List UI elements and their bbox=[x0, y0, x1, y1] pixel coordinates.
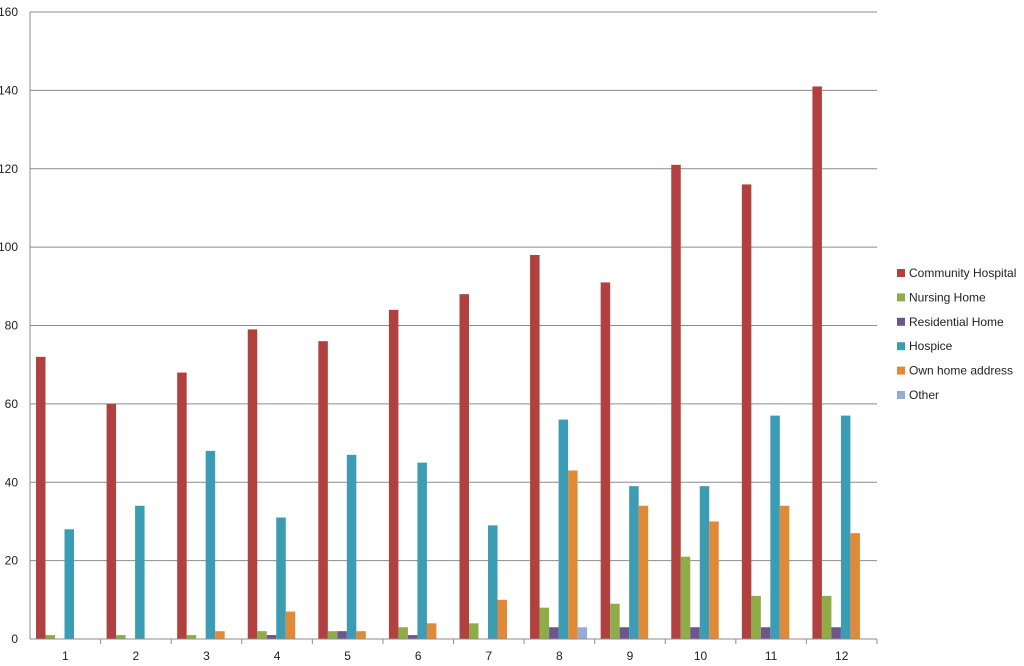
y-tick-label: 0 bbox=[11, 632, 18, 646]
bar-own-home-address bbox=[215, 631, 225, 639]
bar-nursing-home bbox=[398, 627, 408, 639]
x-tick-label: 11 bbox=[765, 649, 778, 663]
bar-nursing-home bbox=[469, 623, 479, 639]
bar-nursing-home bbox=[327, 631, 338, 639]
bar-hospice bbox=[488, 525, 498, 639]
legend-swatch bbox=[897, 293, 905, 302]
bar-nursing-home bbox=[257, 631, 267, 639]
axes bbox=[29, 12, 878, 644]
bar-community-hospital bbox=[741, 184, 752, 640]
legend-label: Residential Home bbox=[909, 315, 1004, 329]
bar-own-home-address bbox=[638, 505, 649, 639]
y-tick-label: 20 bbox=[5, 554, 19, 568]
bar-residential-home bbox=[690, 627, 700, 639]
bar-hospice bbox=[770, 415, 780, 639]
y-tick-label: 100 bbox=[0, 240, 18, 254]
bar-own-home-address bbox=[426, 623, 437, 639]
bar-community-hospital bbox=[459, 294, 469, 639]
legend-swatch bbox=[897, 317, 905, 326]
bar-residential-home bbox=[266, 635, 277, 639]
bar-nursing-home bbox=[116, 635, 126, 639]
bar-community-hospital bbox=[106, 403, 117, 639]
bar-community-hospital bbox=[247, 329, 258, 639]
bar-residential-home bbox=[549, 627, 559, 639]
legend-label: Nursing Home bbox=[909, 290, 986, 304]
x-tick-label: 7 bbox=[485, 649, 492, 663]
x-tick-label: 5 bbox=[344, 649, 351, 663]
bar-own-home-address bbox=[285, 611, 296, 639]
legend-label: Hospice bbox=[909, 339, 953, 353]
bar-community-hospital bbox=[530, 254, 540, 639]
bar-residential-home bbox=[760, 627, 771, 639]
bar-residential-home bbox=[619, 627, 630, 639]
bar-nursing-home bbox=[821, 595, 832, 639]
bar-community-hospital bbox=[36, 356, 46, 639]
bar-community-hospital bbox=[318, 341, 328, 639]
bar-hospice bbox=[629, 486, 639, 639]
bar-community-hospital bbox=[671, 164, 681, 640]
bar-nursing-home bbox=[45, 635, 55, 639]
bar-other bbox=[577, 627, 588, 639]
x-tick-label: 4 bbox=[274, 649, 281, 663]
x-tick-label: 6 bbox=[415, 649, 422, 663]
bar-nursing-home bbox=[751, 595, 761, 639]
bar-own-home-address bbox=[497, 599, 507, 639]
legend-swatch bbox=[897, 269, 905, 277]
x-tick-label: 2 bbox=[133, 649, 140, 663]
bar-hospice bbox=[135, 505, 145, 639]
y-tick-label: 60 bbox=[5, 397, 19, 411]
bar-hospice bbox=[417, 462, 427, 639]
x-axis-ticks: 1 2 3 4 5 6 7 8 9 10 11 12 bbox=[62, 649, 849, 663]
x-tick-label: 9 bbox=[627, 649, 634, 663]
legend-swatch bbox=[897, 342, 905, 351]
bar-community-hospital bbox=[600, 282, 611, 639]
bar-nursing-home bbox=[186, 635, 197, 639]
x-tick-label: 12 bbox=[835, 649, 849, 663]
y-tick-label: 80 bbox=[5, 319, 19, 333]
bar-hospice bbox=[276, 517, 286, 639]
bar-community-hospital bbox=[812, 86, 822, 640]
y-axis-ticks: 0 20 40 60 80 100 120 140 160 bbox=[0, 5, 18, 646]
y-tick-label: 40 bbox=[5, 475, 19, 489]
bar-own-home-address bbox=[709, 521, 719, 639]
y-tick-label: 140 bbox=[0, 83, 18, 97]
bar-hospice bbox=[840, 415, 851, 639]
x-tick-label: 10 bbox=[694, 649, 708, 663]
bar-nursing-home bbox=[610, 603, 620, 639]
bar-hospice bbox=[64, 529, 74, 639]
gridlines bbox=[30, 11, 877, 562]
legend-label: Community Hospital bbox=[909, 266, 1016, 280]
bar-nursing-home bbox=[680, 556, 691, 639]
bar-community-hospital bbox=[177, 372, 187, 639]
bars bbox=[36, 86, 860, 640]
bar-own-home-address bbox=[568, 470, 578, 639]
bar-nursing-home bbox=[539, 607, 550, 639]
bar-residential-home bbox=[831, 627, 841, 639]
bar-hospice bbox=[699, 486, 710, 639]
bar-own-home-address bbox=[356, 631, 366, 639]
bar-hospice bbox=[346, 454, 357, 639]
x-tick-label: 1 bbox=[62, 649, 69, 663]
y-tick-label: 160 bbox=[0, 5, 18, 19]
bar-own-home-address bbox=[850, 533, 860, 639]
bar-residential-home bbox=[337, 631, 347, 639]
legend-swatch bbox=[897, 391, 905, 399]
bar-hospice bbox=[558, 419, 569, 639]
bar-community-hospital bbox=[388, 309, 399, 639]
bar-residential-home bbox=[407, 635, 418, 639]
legend: Community Hospital Nursing Home Residentia… bbox=[897, 266, 1016, 402]
legend-swatch bbox=[897, 366, 905, 375]
legend-label: Other bbox=[909, 388, 939, 402]
x-tick-label: 8 bbox=[556, 649, 563, 663]
bar-own-home-address bbox=[779, 505, 790, 639]
bar-hospice bbox=[205, 450, 216, 639]
y-tick-label: 120 bbox=[0, 162, 18, 176]
x-tick-label: 3 bbox=[203, 649, 210, 663]
legend-label: Own home address bbox=[909, 364, 1013, 378]
